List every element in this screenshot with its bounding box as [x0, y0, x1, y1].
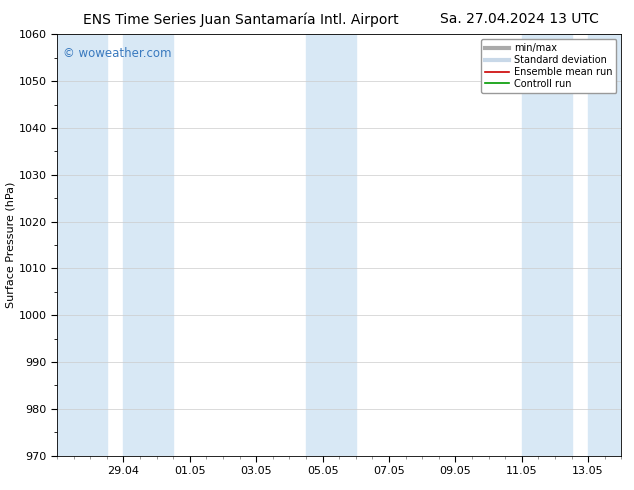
Legend: min/max, Standard deviation, Ensemble mean run, Controll run: min/max, Standard deviation, Ensemble me… — [481, 39, 616, 93]
Y-axis label: Surface Pressure (hPa): Surface Pressure (hPa) — [6, 182, 16, 308]
Bar — [306, 34, 356, 456]
Bar — [588, 34, 621, 456]
Bar — [57, 34, 107, 456]
Text: © woweather.com: © woweather.com — [63, 47, 171, 60]
Bar — [124, 34, 173, 456]
Bar — [522, 34, 571, 456]
Text: Sa. 27.04.2024 13 UTC: Sa. 27.04.2024 13 UTC — [441, 12, 599, 26]
Text: ENS Time Series Juan Santamaría Intl. Airport: ENS Time Series Juan Santamaría Intl. Ai… — [83, 12, 399, 27]
